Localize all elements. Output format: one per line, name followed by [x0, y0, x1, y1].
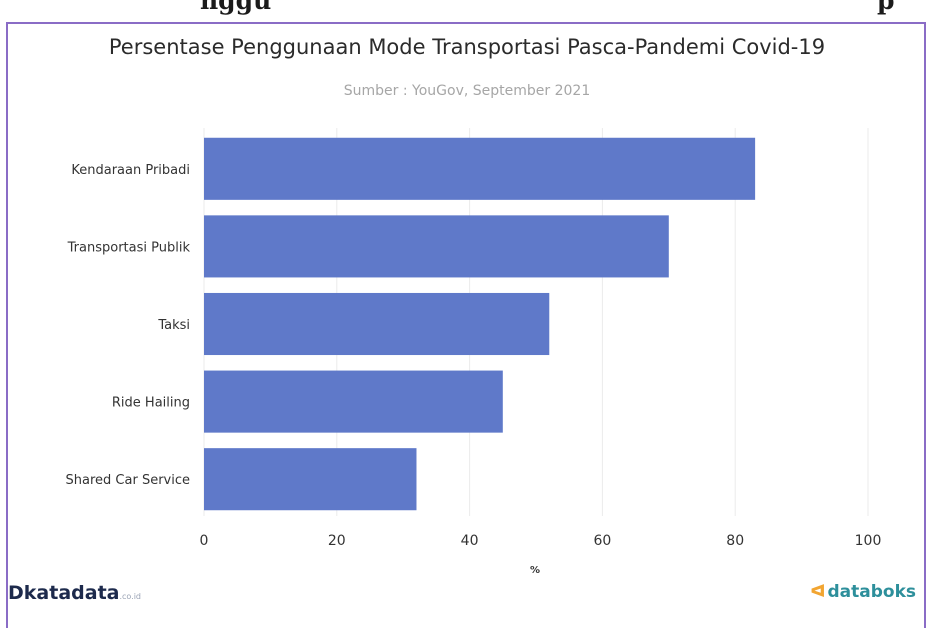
category-label-3: Ride Hailing: [112, 396, 190, 411]
bar-0: [204, 137, 756, 200]
x-tick-label-5: 100: [855, 533, 882, 549]
x-tick-label-3: 60: [593, 533, 611, 549]
databoks-mark-icon: ᐊ: [810, 582, 826, 602]
category-label-0: Kendaraan Pribadi: [71, 163, 190, 178]
katadata-logo-text: katadata: [23, 582, 120, 604]
x-tick-label-4: 80: [726, 533, 744, 549]
category-label-1: Transportasi Publik: [67, 240, 191, 255]
chart-frame: [6, 22, 926, 628]
katadata-d-icon: D: [8, 582, 24, 604]
heading-fragment-right: p: [877, 0, 895, 15]
chart-title: Persentase Penggunaan Mode Transportasi …: [108, 35, 826, 59]
katadata-logo-suffix: .co.id: [119, 592, 142, 601]
bar-3: [204, 370, 503, 433]
category-label-2: Taksi: [157, 318, 190, 333]
cropped-heading: nggu p: [0, 0, 934, 18]
heading-fragment-left: nggu: [200, 0, 272, 15]
bar-4: [204, 448, 417, 511]
x-tick-label-0: 0: [200, 533, 209, 549]
bar-2: [204, 292, 550, 356]
x-axis-label: %: [530, 565, 540, 576]
x-tick-label-1: 20: [328, 533, 346, 549]
category-label-4: Shared Car Service: [66, 473, 190, 488]
databoks-logo-text: databoks: [827, 582, 916, 602]
databoks-logo: ᐊ databoks: [810, 582, 916, 602]
katadata-logo: Dkatadata.co.id: [8, 582, 141, 604]
x-tick-label-2: 40: [461, 533, 479, 549]
chart-subtitle: Sumber : YouGov, September 2021: [343, 83, 591, 99]
bar-1: [204, 215, 669, 278]
bar-chart: 0 20 40 60 80 100 Kendaraan Pribadi Transportas…: [66, 128, 882, 576]
